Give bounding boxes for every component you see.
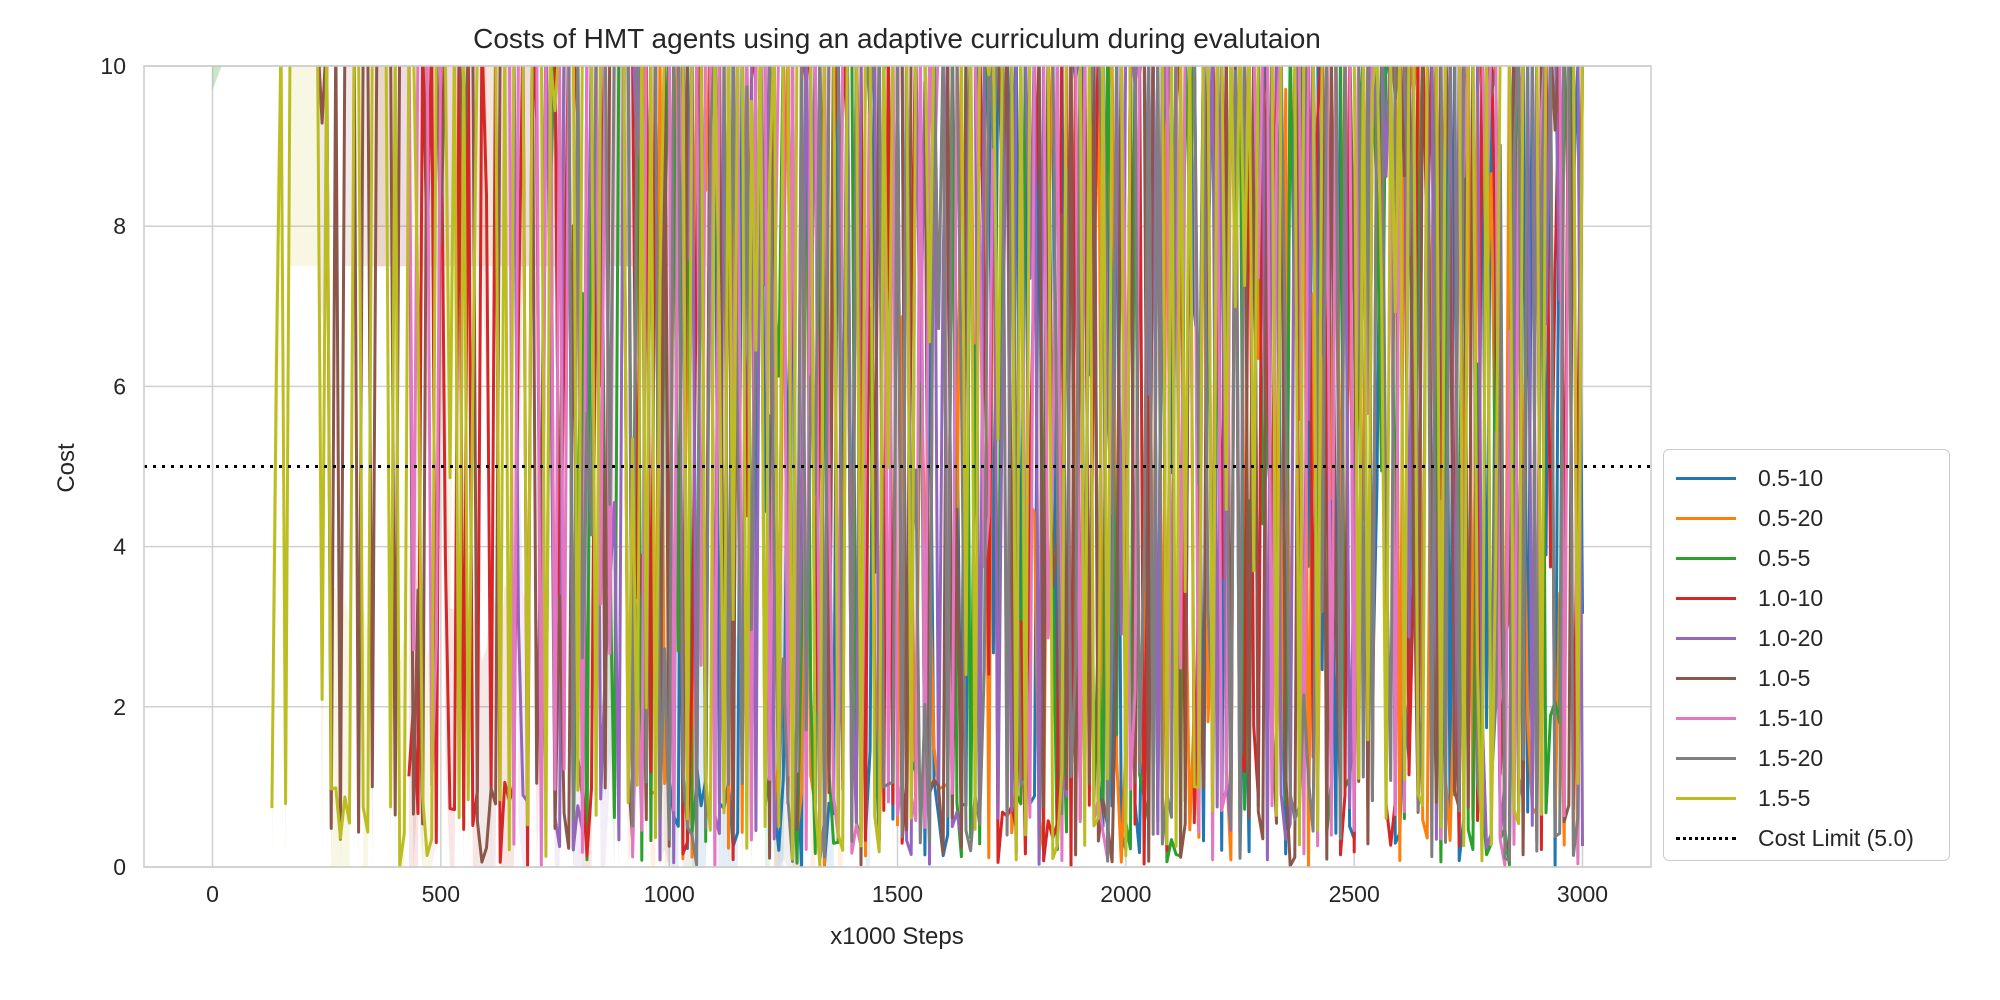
y-tick-label: 8 [113, 213, 126, 239]
x-tick-label: 1000 [644, 881, 695, 907]
legend-item: 1.5-10 [1676, 698, 1949, 738]
y-tick-label: 6 [113, 373, 126, 399]
legend-item: 1.5-20 [1676, 738, 1949, 778]
x-tick-label: 1500 [872, 881, 923, 907]
x-tick-label: 3000 [1557, 881, 1608, 907]
legend-item: Cost Limit (5.0) [1676, 818, 1949, 858]
legend-item: 0.5-5 [1676, 538, 1949, 578]
series-line-1.0-20 [512, 66, 1584, 866]
legend-swatch [1676, 636, 1736, 640]
chart-legend: 0.5-10 0.5-20 0.5-5 1.0-10 1.0-20 1.0-5 1.5-10… [1663, 449, 1950, 861]
x-tick-label: 500 [422, 881, 460, 907]
chart-title: Costs of HMT agents using an adaptive cu… [473, 23, 1321, 54]
legend-swatch [1676, 676, 1736, 680]
legend-item: 0.5-20 [1676, 498, 1949, 538]
legend-label: 1.5-10 [1758, 704, 1824, 731]
legend-item: 1.0-5 [1676, 658, 1949, 698]
x-tick-label: 2500 [1329, 881, 1380, 907]
series-band-start [212, 66, 222, 91]
legend-swatch [1676, 476, 1736, 480]
legend-item: 1.5-5 [1676, 778, 1949, 818]
legend-item: 1.0-20 [1676, 618, 1949, 658]
x-tick-label: 0 [206, 881, 219, 907]
legend-swatch [1676, 716, 1736, 720]
y-axis-label: Cost [53, 443, 80, 493]
legend-swatch [1676, 796, 1736, 800]
legend-swatch [1676, 556, 1736, 560]
x-axis-label: x1000 Steps [830, 923, 963, 950]
series-line-1.5-5 [270, 66, 1584, 867]
legend-swatch [1676, 516, 1736, 520]
series-line-1.5-10 [407, 66, 1584, 867]
legend-item: 1.0-10 [1676, 578, 1949, 618]
legend-label: 1.5-5 [1758, 784, 1811, 811]
plot-frame [143, 65, 1652, 868]
legend-swatch [1676, 756, 1736, 760]
y-tick-label: 2 [113, 694, 126, 720]
legend-label: 0.5-10 [1758, 464, 1824, 491]
legend-swatch [1676, 836, 1736, 840]
legend-item: 0.5-10 [1676, 458, 1949, 498]
legend-label: 1.0-20 [1758, 624, 1824, 651]
y-tick-label: 0 [113, 854, 126, 880]
legend-swatch [1676, 596, 1736, 600]
legend-label: 1.0-5 [1758, 664, 1811, 691]
legend-label: 0.5-20 [1758, 504, 1824, 531]
legend-label: 1.0-10 [1758, 584, 1824, 611]
y-tick-label: 10 [100, 53, 126, 79]
legend-label: Cost Limit (5.0) [1758, 824, 1914, 851]
y-tick-label: 4 [113, 534, 126, 560]
x-tick-label: 2000 [1100, 881, 1151, 907]
legend-label: 1.5-20 [1758, 744, 1824, 771]
series-lines [270, 66, 1584, 867]
tick-labels: 0 500 1000 1500 2000 2500 3000 0 2 4 6 8 10 [100, 53, 1608, 907]
legend-label: 0.5-5 [1758, 544, 1811, 571]
